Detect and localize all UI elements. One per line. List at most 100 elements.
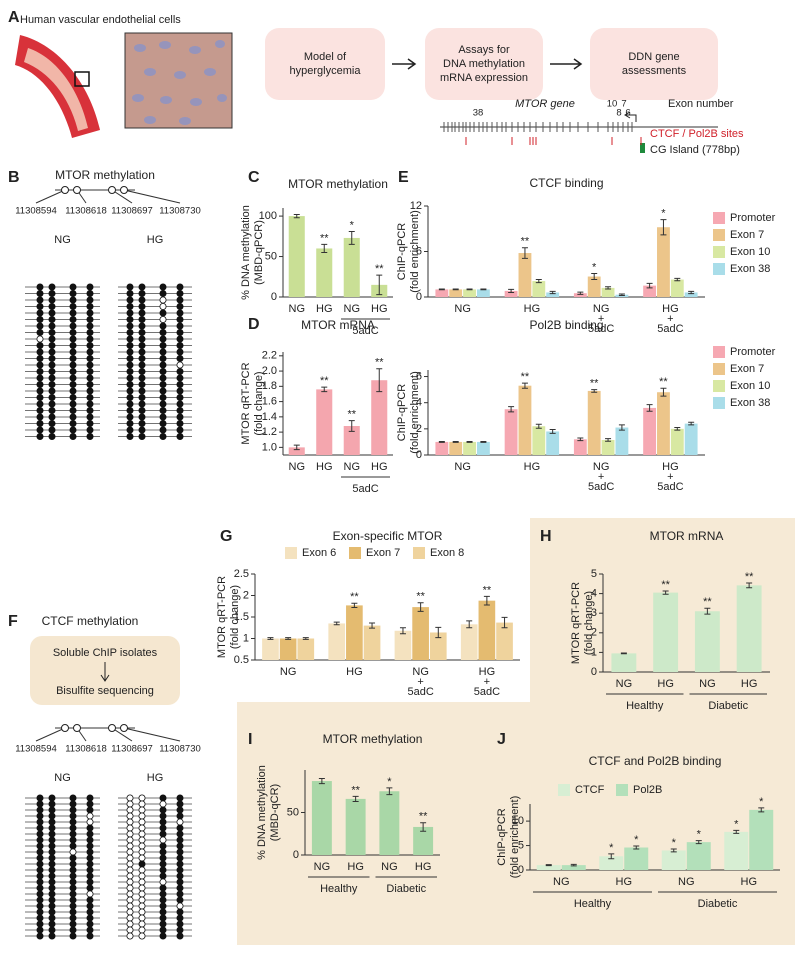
cpg-status: [86, 842, 94, 850]
x-tick-label: HG: [316, 303, 333, 315]
x-tick-label: HG: [616, 876, 633, 888]
arrow: [550, 58, 583, 70]
cpg-status: [176, 432, 184, 440]
significance: **: [375, 263, 384, 275]
cpg-status: [36, 296, 44, 304]
y-axis-label: (MBD-qCR): [269, 784, 281, 841]
cpg-status: [69, 896, 77, 904]
cpg-status: [69, 914, 77, 922]
cpg-status: [138, 866, 146, 874]
cpg-status: [48, 866, 56, 874]
cpg-status: [69, 367, 77, 375]
cpg-status: [138, 926, 146, 934]
y-tick-label: 4: [591, 588, 597, 600]
y-tick-label: 0: [416, 291, 422, 303]
chart-title: Exon-specific MTOR: [333, 529, 443, 543]
x-tick-label: HG: [371, 461, 388, 473]
bar: [532, 426, 546, 455]
cpg-status: [138, 328, 146, 336]
chart-title: Pol2B binding: [529, 318, 603, 332]
legend-swatch: [713, 380, 725, 392]
cpg-status: [138, 920, 146, 928]
error-bar: [670, 848, 677, 853]
cpg-status: [69, 406, 77, 414]
significance: *: [387, 776, 392, 788]
cpg-status: [69, 341, 77, 349]
y-tick-label: 0: [293, 849, 299, 861]
bar: [343, 237, 360, 297]
y-tick-label: 50: [265, 250, 277, 262]
bar: [328, 623, 346, 660]
cpg-status: [159, 854, 167, 862]
highlight-background: [237, 518, 795, 945]
cpg-status: [138, 824, 146, 832]
cpg-site: [108, 724, 116, 732]
cpg-status: [86, 380, 94, 388]
cpg-status: [176, 328, 184, 336]
cpg-status: [138, 302, 146, 310]
cpg-status: [36, 406, 44, 414]
cpg-status: [159, 387, 167, 395]
error-bar: [452, 288, 459, 291]
cpg-status: [126, 926, 134, 934]
cpg-status: [36, 860, 44, 868]
cpg-status: [48, 896, 56, 904]
cpg-status: [69, 328, 77, 336]
significance: **: [320, 375, 329, 387]
cpg-status: [126, 302, 134, 310]
cpg-status: [176, 387, 184, 395]
cpg-status: [138, 878, 146, 886]
cpg-status: [86, 884, 94, 892]
cpg-status: [86, 878, 94, 886]
error-bar: [662, 590, 669, 595]
error-bar: [618, 424, 625, 431]
cpg-status: [86, 872, 94, 880]
cpg-status: [126, 289, 134, 297]
group-label: 5adC: [352, 325, 378, 337]
bar: [657, 227, 670, 297]
bar: [686, 842, 711, 870]
cpg-status: [86, 902, 94, 910]
x-tick-label: 5adC: [657, 323, 683, 335]
bar: [262, 638, 279, 660]
panel-label: F: [8, 613, 18, 630]
cpg-status: [36, 426, 44, 434]
cpg-site: [120, 186, 128, 194]
cpg-status: [69, 794, 77, 802]
bar: [670, 428, 684, 455]
cpg-status: [48, 926, 56, 934]
cpg-status: [36, 354, 44, 362]
cpg-status: [36, 884, 44, 892]
cpg-status: [159, 341, 167, 349]
vessel-illustration: [15, 35, 100, 138]
cpg-status: [69, 860, 77, 868]
error-bar: [545, 864, 552, 867]
bar: [460, 624, 478, 660]
cpg-position: 11308618: [65, 744, 107, 755]
error-bar: [646, 404, 653, 412]
cpg-status: [176, 878, 184, 886]
cpg-status: [86, 914, 94, 922]
significance: **: [521, 236, 530, 248]
cpg-site: [61, 724, 69, 732]
cpg-status: [176, 920, 184, 928]
cpg-position: 11308697: [111, 206, 153, 217]
y-tick-label: 0: [271, 291, 277, 303]
cpg-site: [61, 186, 69, 194]
y-tick-label: 3: [591, 607, 597, 619]
error-bar: [660, 387, 667, 397]
cpg-status: [36, 932, 44, 940]
bar: [518, 385, 532, 455]
cpg-status: [176, 393, 184, 401]
cpg-status: [48, 289, 56, 297]
legend-swatch: [713, 246, 725, 258]
y-tick-label: 0.5: [234, 654, 249, 666]
cpg-status: [126, 419, 134, 427]
cpg-status: [69, 380, 77, 388]
significance: **: [350, 591, 359, 603]
cpg-status: [48, 878, 56, 886]
group-label: Healthy: [574, 898, 612, 910]
error-bar: [521, 247, 528, 259]
chart-title: CTCF and Pol2B binding: [589, 754, 722, 768]
legend-label: Exon 10: [730, 246, 770, 258]
